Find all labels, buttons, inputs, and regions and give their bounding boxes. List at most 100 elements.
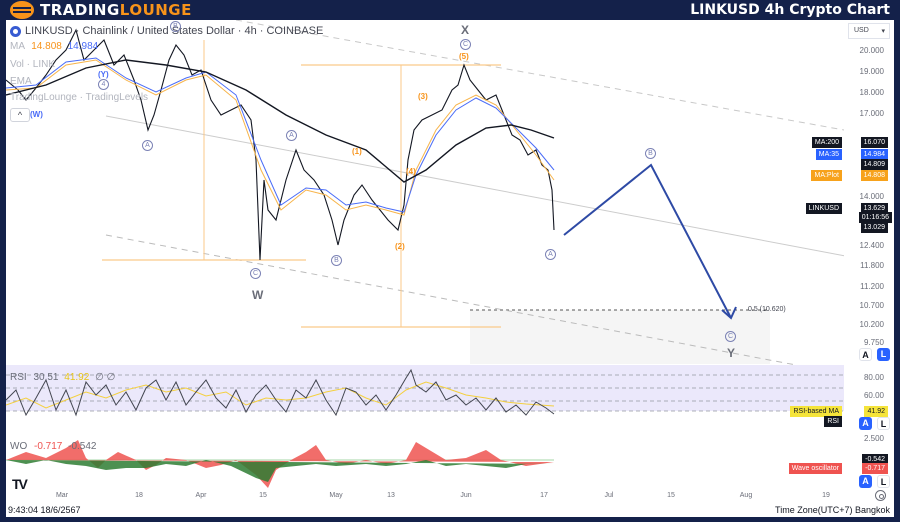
wave-big-x: X (461, 23, 470, 37)
time-tick: Mar (55, 492, 69, 499)
last-price-tag: 13.629 (860, 203, 888, 214)
legend-ma-label: MA (10, 41, 25, 52)
auto-scale-button[interactable]: A (859, 348, 872, 361)
legend-ma-value1: 14.808 (31, 41, 62, 52)
fib-label: 0.5 (10.620) (748, 306, 786, 313)
rsi-value: 30.51 (33, 372, 59, 383)
time-tick: 15 (259, 492, 267, 499)
wave-circle-a2: A (286, 130, 297, 141)
time-tick: Jun (460, 492, 472, 499)
price-tick: 20.000 (859, 46, 884, 55)
wave-circle-c: C (250, 268, 261, 279)
price-tick: 12.400 (859, 241, 884, 250)
wave-label-w: (W) (30, 110, 43, 119)
legend-vol: Vol · LINK (10, 59, 56, 70)
wo-value-tag: -0.542 (862, 454, 888, 465)
tradinglounge-logo: TRADINGLOUNGE (10, 1, 192, 19)
wo-auto-scale-button[interactable]: A (859, 475, 872, 488)
price-tick: 9.750 (863, 338, 884, 347)
time-tick: Apr (195, 492, 207, 499)
timestamp: 9:43:04 18/6/2567 (8, 505, 81, 515)
wave-label-4: (4) (406, 167, 416, 176)
rsi-auto-scale-button[interactable]: A (859, 417, 872, 430)
rsi-label: RSI (10, 372, 27, 383)
legend-ma-value2: 14.984 (67, 41, 99, 52)
low-price-tag: 13.029 (860, 222, 888, 233)
price-tick: 11.800 (860, 261, 884, 270)
legend-ema: EMA (10, 76, 32, 87)
maplot-label-tag: MA:Plot (811, 170, 842, 181)
rsi-extra: ∅ ∅ (95, 372, 116, 383)
wo-log-scale-button[interactable]: L (877, 475, 890, 488)
wave-circle-a: A (142, 140, 153, 151)
price-tick: 14.000 (859, 192, 884, 201)
time-tick: Jul (604, 492, 614, 499)
chart-canvas[interactable] (6, 20, 894, 517)
ma-extra-value-tag: 14.809 (860, 159, 888, 170)
wave-label-y: (Y) (98, 70, 109, 79)
wo-legend: WO -0.717 -0.542 (10, 441, 97, 452)
time-tick: Aug (739, 492, 753, 499)
wave-osc-value-tag: -0.717 (862, 463, 888, 474)
wave-circle-a3: A (545, 249, 556, 260)
time-tick: May (329, 492, 343, 499)
wave-label-1: (1) (352, 147, 362, 156)
wave-circle-c3: C (725, 331, 736, 342)
wo-label: WO (10, 441, 28, 452)
rsi-legend: RSI 30.51 41.92 ∅ ∅ (10, 372, 115, 383)
wave-osc-label-tag: Wave oscillator (788, 463, 842, 474)
brand-word1: TRADING (40, 1, 120, 19)
chainlink-icon (10, 25, 21, 37)
tradingview-logo[interactable]: TV (12, 476, 28, 492)
ma35-value-tag: 14.984 (860, 149, 888, 160)
log-scale-button[interactable]: L (877, 348, 890, 361)
price-tick: 10.200 (859, 320, 884, 329)
wo-value2: -0.542 (68, 441, 97, 452)
price-tick: 17.000 (859, 109, 884, 118)
ma200-label-tag: MA:200 (811, 137, 842, 148)
maplot-value-tag: 14.808 (860, 170, 888, 181)
logo-icon (10, 1, 34, 19)
time-tick: 18 (135, 492, 143, 499)
rsi-log-scale-button[interactable]: L (877, 417, 890, 430)
symbol-label-tag: LINKUSD (805, 203, 842, 214)
chart-panel[interactable]: LINKUSD · Chainlink / United States Doll… (6, 20, 894, 517)
wo-value: -0.717 (34, 441, 63, 452)
price-axis[interactable]: USD 20.000 19.000 18.000 17.000 14.000 1… (844, 20, 894, 517)
collapse-legend-button[interactable]: ^ (10, 108, 30, 122)
chart-title: LINKUSD 4h Crypto Chart (690, 2, 890, 18)
wave-circle-c2: C (460, 39, 471, 50)
wave-label-5: (5) (459, 52, 469, 61)
timezone-label[interactable]: Time Zone(UTC+7) Bangkok (775, 505, 890, 515)
price-tick: 19.000 (859, 67, 884, 76)
header: TRADINGLOUNGE LINKUSD 4h Crypto Chart (0, 0, 900, 20)
time-tick: 19 (822, 492, 830, 499)
price-tick: 18.000 (859, 88, 884, 97)
currency-select[interactable]: USD (848, 23, 890, 39)
settings-gear-icon[interactable] (875, 490, 886, 501)
rsi-tick: 60.00 (863, 391, 884, 400)
legend-tradinglevels: TradingLounge · TradingLevels (10, 92, 149, 103)
symbol-header[interactable]: LINKUSD · Chainlink / United States Doll… (10, 25, 323, 37)
wave-label-3: (3) (418, 92, 428, 101)
price-tick: 10.700 (859, 301, 884, 310)
time-tick: 15 (667, 492, 675, 499)
wo-tick: 2.500 (863, 434, 884, 443)
time-tick: 13 (387, 492, 395, 499)
countdown-tag: 01:16:56 (858, 212, 892, 223)
wave-big-y: Y (727, 346, 736, 360)
wave-big-w: W (252, 288, 264, 302)
rsi-tick: 80.00 (863, 373, 884, 382)
legend-ma: MA 14.808 14.984 (10, 41, 98, 52)
wave-circle-b: B (170, 21, 181, 32)
rsi-label-tag: RSI (824, 416, 842, 427)
rsi-ma-value-tag: 41.92 (864, 406, 888, 417)
wave-circle-b3: B (645, 148, 656, 159)
price-tick: 11.200 (860, 282, 884, 291)
brand-word2: LOUNGE (119, 1, 192, 19)
wave-circle-4: 4 (98, 79, 109, 90)
wave-label-2: (2) (395, 242, 405, 251)
ma35-label-tag: MA:35 (815, 149, 842, 160)
rsi-ma-value: 41.92 (64, 372, 90, 383)
